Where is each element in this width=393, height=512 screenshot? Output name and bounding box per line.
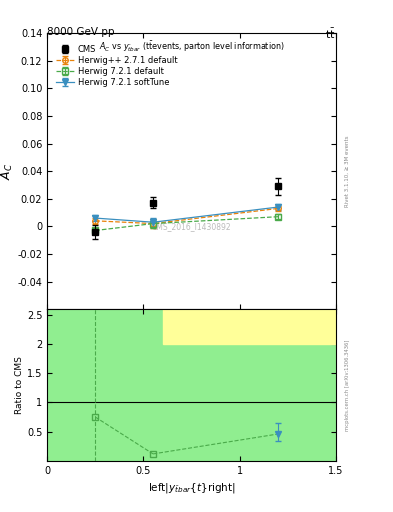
Y-axis label: Ratio to CMS: Ratio to CMS [15, 356, 24, 414]
Text: $\mathrm{t\bar{t}}$: $\mathrm{t\bar{t}}$ [325, 27, 336, 41]
Text: Rivet 3.1.10, ≥ 3M events: Rivet 3.1.10, ≥ 3M events [345, 136, 350, 207]
Y-axis label: $A_C$: $A_C$ [0, 162, 15, 180]
Text: $A_C$ vs $y_{\bar{t}bar}$ ($\mathrm{t\bar{t}}$events, parton level information): $A_C$ vs $y_{\bar{t}bar}$ ($\mathrm{t\ba… [99, 39, 285, 54]
X-axis label: left$|y_{\bar{t}bar}\{t\}$right$|$: left$|y_{\bar{t}bar}\{t\}$right$|$ [148, 481, 235, 495]
Text: mcplots.cern.ch [arXiv:1306.3436]: mcplots.cern.ch [arXiv:1306.3436] [345, 339, 350, 431]
Bar [163, 309, 336, 344]
Text: CMS_2016_I1430892: CMS_2016_I1430892 [152, 222, 231, 231]
Text: 8000 GeV pp: 8000 GeV pp [47, 27, 115, 37]
Legend: CMS, Herwig++ 2.7.1 default, Herwig 7.2.1 default, Herwig 7.2.1 softTune: CMS, Herwig++ 2.7.1 default, Herwig 7.2.… [54, 43, 179, 89]
